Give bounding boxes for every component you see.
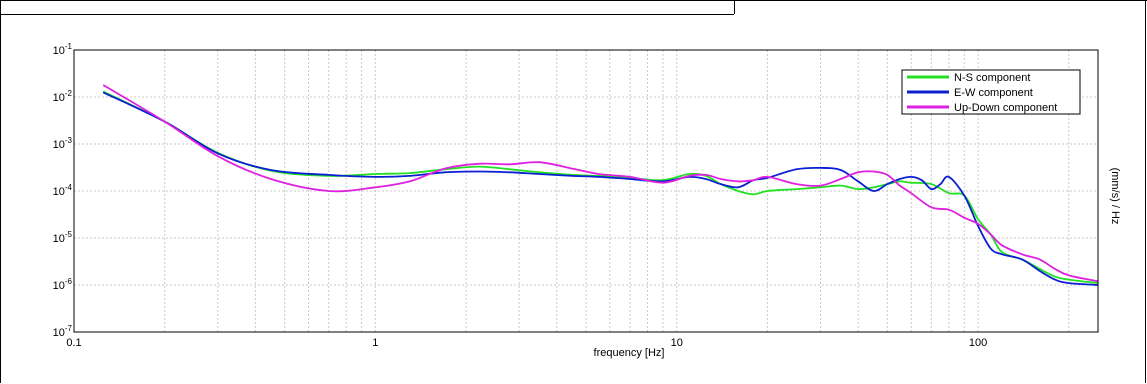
x-tick-label: 100 (969, 337, 987, 349)
y-tick-label: 10-6 (53, 277, 73, 292)
y-tick-label: 10-3 (53, 136, 73, 151)
x-axis-label: frequency [Hz] (594, 347, 665, 359)
series-line-ud (102, 84, 1099, 283)
top-panel-bottom-border (0, 14, 734, 15)
grid (74, 50, 1098, 332)
y-axis-label: (mm/s) / Hz (1109, 168, 1121, 225)
series-line-ns (102, 90, 1099, 284)
y-tick-label: 10-7 (53, 324, 73, 339)
top-panel-divider (734, 0, 735, 14)
legend-label-ud: Up-Down component (954, 102, 1057, 114)
y-tick-label: 10-2 (53, 89, 73, 104)
top-border (0, 0, 1147, 1)
series-lines (102, 84, 1099, 286)
legend-label-ew: E-W component (954, 87, 1033, 99)
y-tick-label: 10-5 (53, 230, 73, 245)
legend-label-ns: N-S component (954, 72, 1030, 84)
y-tick-label: 10-1 (53, 42, 73, 57)
x-tick-label: 0.1 (66, 337, 81, 349)
legend: N-S component E-W component Up-Down comp… (901, 69, 1081, 115)
y-tick-label: 10-4 (53, 183, 73, 198)
series-line-ew (102, 91, 1099, 286)
plot-area-border (73, 49, 1099, 333)
x-tick-label: 1 (372, 337, 378, 349)
x-tick-label: 10 (671, 337, 683, 349)
axis-ticks: 0.1 1 10 100 10-7 10-6 10-5 10-4 10-3 10-2 10-1 (53, 42, 988, 349)
